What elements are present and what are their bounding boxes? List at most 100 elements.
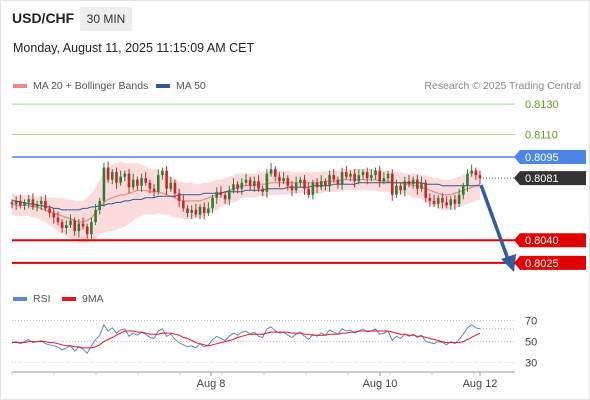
candle-body xyxy=(253,181,256,186)
candle-body xyxy=(432,200,436,204)
candle-body xyxy=(44,200,47,209)
candle-body xyxy=(90,222,93,235)
candle-body xyxy=(177,193,181,201)
instrument-symbol[interactable]: USD/CHF xyxy=(12,10,75,26)
legend-swatch-icon xyxy=(62,297,76,301)
candle-body xyxy=(328,175,331,186)
candle-body xyxy=(265,173,269,192)
candle-body xyxy=(194,209,198,215)
arrow-down-icon xyxy=(501,254,516,272)
candle-body xyxy=(386,173,390,179)
candlesticks xyxy=(10,161,482,241)
candle-body xyxy=(161,170,164,176)
candle-body xyxy=(123,173,127,177)
candle-body xyxy=(98,200,102,210)
candle-body xyxy=(303,179,306,189)
candle-body xyxy=(403,181,407,191)
candle-body xyxy=(131,179,135,188)
candle-body xyxy=(198,206,202,215)
candle-body xyxy=(399,185,402,191)
candle-body xyxy=(420,182,423,189)
candle-body xyxy=(106,167,110,180)
candle-body xyxy=(445,202,448,206)
candle-body xyxy=(424,182,427,198)
price-tag-label-0.8040: 0.8040 xyxy=(525,235,559,247)
candle-body xyxy=(77,223,81,232)
forecast-arrow-line xyxy=(479,184,511,263)
candle-body xyxy=(69,220,72,226)
candle-body xyxy=(278,176,281,182)
candle-body xyxy=(470,170,473,174)
candle-body xyxy=(353,173,356,182)
candle-body xyxy=(110,172,114,180)
candle-body xyxy=(35,203,39,207)
chart-datetime: Monday, August 11, 2025 11:15:09 AM CET xyxy=(13,41,255,55)
rsi-tick-30: 30 xyxy=(525,358,537,370)
candle-body xyxy=(269,169,273,174)
candle-body xyxy=(156,175,160,192)
level-label-0.8130: 0.8130 xyxy=(525,99,559,111)
candle-body xyxy=(223,194,227,200)
candle-body xyxy=(382,178,386,182)
candle-body xyxy=(202,206,206,213)
candle-body xyxy=(240,182,244,189)
candle-body xyxy=(144,178,148,183)
candle-body xyxy=(190,209,193,213)
candle-body xyxy=(374,170,377,176)
candle-body xyxy=(115,172,118,183)
candle-body xyxy=(52,212,56,218)
candle-body xyxy=(127,173,131,188)
timeframe-button[interactable]: 30 MIN xyxy=(80,7,132,31)
candle-body xyxy=(119,176,122,183)
legend-label: MA 20 + Bollinger Bands xyxy=(33,80,149,92)
candle-body xyxy=(85,226,89,235)
candle-body xyxy=(290,185,294,191)
candle-body xyxy=(169,182,173,189)
candle-body xyxy=(324,181,327,186)
candle-body xyxy=(232,184,235,191)
candle-body xyxy=(466,173,469,186)
ma50-line xyxy=(12,182,480,211)
candle-body xyxy=(48,208,51,213)
candle-body xyxy=(478,175,482,179)
rsi-ma-line xyxy=(12,330,481,349)
candle-body xyxy=(182,200,185,209)
rsi-tick-70: 70 xyxy=(525,315,537,327)
candle-body xyxy=(299,179,302,183)
support-resistance-levels xyxy=(12,103,515,264)
price-tags: 0.8130 0.8110 0.8095 0.8081 0.8040 0.8025 xyxy=(514,99,586,270)
candle-body xyxy=(60,222,64,229)
candle-body xyxy=(236,184,239,189)
level-label-0.8110: 0.8110 xyxy=(525,129,558,141)
price-tag-0.8040 xyxy=(514,233,586,248)
candle-body xyxy=(215,191,219,198)
candle-body xyxy=(411,179,415,185)
legend-rsi: RSI xyxy=(13,293,51,305)
candle-body xyxy=(474,170,478,176)
candle-body xyxy=(257,181,260,189)
candle-body xyxy=(65,225,68,229)
price-tag-label-0.8095: 0.8095 xyxy=(525,152,559,164)
candle-body xyxy=(416,179,419,189)
forecast-arrow xyxy=(479,184,516,272)
legend-swatch-icon xyxy=(156,84,170,88)
candle-body xyxy=(340,172,344,185)
legend-ma50: MA 50 xyxy=(156,80,206,92)
candle-body xyxy=(357,175,361,182)
candle-body xyxy=(81,223,85,227)
candle-body xyxy=(282,178,285,182)
legend-swatch-icon xyxy=(13,297,27,301)
time-axis: Aug 8 Aug 10 Aug 12 xyxy=(11,371,515,390)
candle-body xyxy=(244,179,248,183)
legend-swatch-icon xyxy=(13,84,27,88)
candle-body xyxy=(457,194,461,204)
candle-body xyxy=(31,199,35,207)
candle-body xyxy=(344,172,348,177)
candle-body xyxy=(56,217,60,223)
candle-body xyxy=(19,200,22,206)
candle-body xyxy=(39,200,43,204)
price-tag-0.8095 xyxy=(514,150,586,165)
rsi-line xyxy=(11,323,481,355)
candle-body xyxy=(273,169,277,177)
